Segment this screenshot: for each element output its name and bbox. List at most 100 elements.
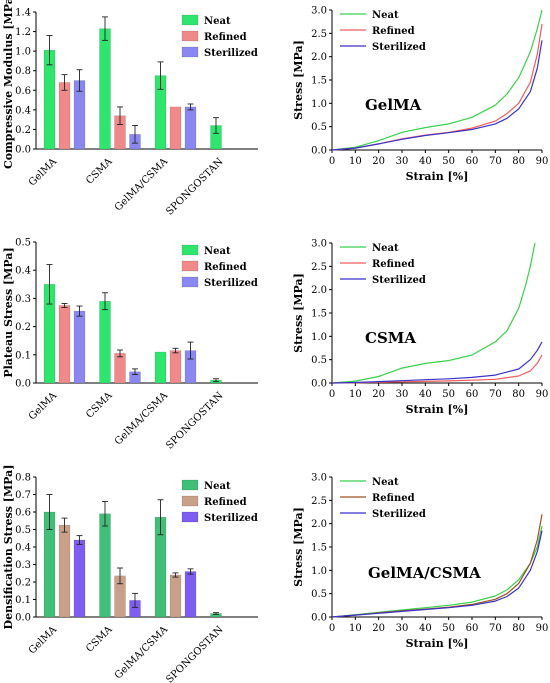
x-tick-label: 90 — [536, 389, 549, 400]
legend-label: Sterilized — [372, 509, 426, 520]
y-tick-label: 0.5 — [311, 589, 327, 600]
x-tick-label: CSMA — [84, 390, 115, 421]
y-tick-label: 0.2 — [15, 322, 31, 333]
y-tick-label: 3.0 — [311, 6, 327, 17]
bar-sterilized — [73, 310, 86, 384]
y-tick-label: 0.0 — [311, 613, 327, 624]
x-tick-label: 80 — [512, 389, 525, 400]
legend-label: Refined — [204, 262, 247, 273]
legend-label: Refined — [372, 259, 415, 270]
y-tick-label: 0.4 — [15, 266, 31, 277]
y-tick-label: 0.0 — [15, 379, 31, 390]
x-tick-label: 30 — [396, 389, 409, 400]
x-tick-label: 20 — [372, 389, 385, 400]
bar-sterilized — [184, 571, 197, 618]
y-tick-label: 2.5 — [311, 496, 327, 507]
y-tick-label: 0.2 — [15, 578, 31, 589]
y-tick-label: 1.2 — [15, 27, 31, 38]
y-tick-label: 1.5 — [311, 309, 327, 320]
x-tick-label: 40 — [419, 156, 432, 167]
chart-gelma-csma-stress-strain: 0.0 0.5 1.0 1.5 2.0 2.5 3.0 0 10 20 30 40 50 60 70 80 90… — [292, 473, 548, 651]
x-tick-label: GelMA/CSMA — [113, 390, 171, 448]
y-tick-label: 2.0 — [311, 519, 327, 530]
x-tick-label: 10 — [349, 623, 362, 634]
x-tick-label: 30 — [396, 623, 409, 634]
x-tick-label: GelMA — [27, 156, 60, 189]
x-tick-label: 60 — [466, 156, 479, 167]
legend-label: Neat — [372, 243, 399, 254]
bar-neat — [99, 28, 111, 150]
bar-refined — [169, 350, 182, 384]
y-tick-label: 0.7 — [15, 490, 31, 501]
y-tick-label: 2.5 — [311, 29, 327, 40]
y-tick-label: 0.0 — [311, 379, 327, 390]
chart-annotation: GelMA — [365, 96, 422, 114]
y-tick-label: 3.0 — [311, 239, 327, 250]
y-tick-label: 0.5 — [15, 238, 31, 249]
legend-label: Neat — [372, 477, 399, 488]
bar-sterilized — [184, 106, 197, 150]
legend-label: Sterilized — [204, 278, 258, 289]
y-tick-label: 1.0 — [311, 332, 327, 343]
chart-csma-stress-strain: 0.0 0.5 1.0 1.5 2.0 2.5 3.0 0 10 20 30 40 50 60 70 80 90… — [292, 239, 548, 417]
x-tick-label: 70 — [489, 389, 502, 400]
y-tick-label: 0.0 — [311, 146, 327, 157]
x-tick-label: 50 — [442, 389, 455, 400]
x-tick-label: CSMA — [84, 624, 115, 655]
x-tick-label: 20 — [372, 156, 385, 167]
y-tick-label: 0.0 — [15, 145, 31, 156]
x-tick-label: 0 — [329, 389, 335, 400]
chart-annotation: CSMA — [365, 329, 416, 347]
bar-refined — [58, 82, 71, 150]
x-tick-label: 0 — [329, 156, 335, 167]
x-tick-label: 60 — [466, 389, 479, 400]
legend-swatch-refined — [181, 495, 199, 507]
x-tick-label: GelMA — [27, 624, 60, 657]
series-line-neat — [331, 242, 536, 384]
x-tick-label: GelMA/CSMA — [113, 156, 171, 214]
x-tick-label: SPONGOSTAN — [164, 390, 225, 451]
x-tick-label: 10 — [349, 156, 362, 167]
x-axis-label: Strain [%] — [406, 170, 469, 183]
series-line-sterilized — [331, 341, 543, 384]
bar-sterilized — [73, 539, 86, 618]
x-tick-label: GelMA/CSMA — [113, 624, 171, 682]
y-axis-label: Densification Stress [MPa] — [2, 465, 15, 630]
y-tick-label: 2.0 — [311, 285, 327, 296]
chart-densification-stress: 0.0 0.1 0.2 0.3 0.4 0.5 0.6 0.7 0.8Densification… — [2, 465, 258, 683]
legend-label: Neat — [204, 16, 231, 27]
legend-label: Neat — [204, 481, 231, 492]
bar-refined — [114, 353, 126, 384]
y-tick-label: 0.2 — [15, 125, 31, 136]
x-axis-label: Strain [%] — [406, 403, 469, 416]
y-axis-label: Compressive Modulus [MPa] — [2, 0, 15, 169]
legend-swatch-refined — [181, 260, 199, 272]
y-tick-label: 1.0 — [15, 47, 31, 58]
y-tick-label: 0.5 — [311, 355, 327, 366]
x-tick-label: 20 — [372, 623, 385, 634]
y-tick-label: 3.0 — [311, 473, 327, 484]
legend-label: Refined — [372, 493, 415, 504]
y-tick-label: 1.4 — [15, 8, 31, 19]
y-tick-label: 1.5 — [311, 76, 327, 87]
x-tick-label: 40 — [419, 389, 432, 400]
y-tick-label: 0.4 — [15, 105, 31, 116]
x-tick-label: 30 — [396, 156, 409, 167]
bar-neat — [154, 351, 167, 384]
legend-label: Neat — [204, 246, 231, 257]
x-tick-label: 90 — [536, 156, 549, 167]
y-tick-label: 0.6 — [15, 508, 31, 519]
series-line-sterilized — [331, 40, 543, 151]
y-tick-label: 0.8 — [15, 66, 31, 77]
x-tick-label: 0 — [329, 623, 335, 634]
legend-label: Refined — [372, 26, 415, 37]
x-tick-label: 60 — [466, 623, 479, 634]
legend-label: Sterilized — [372, 275, 426, 286]
x-tick-label: GelMA — [27, 390, 60, 423]
x-tick-label: SPONGOSTAN — [164, 156, 225, 217]
bar-neat — [99, 301, 111, 384]
y-tick-label: 1.0 — [311, 99, 327, 110]
legend-label: Sterilized — [204, 513, 258, 524]
